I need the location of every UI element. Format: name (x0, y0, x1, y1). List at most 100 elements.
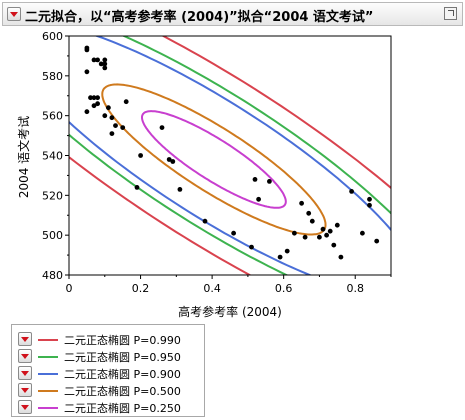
data-point[interactable] (374, 238, 380, 244)
x-tick-label: 0.8 (346, 282, 364, 295)
y-tick-label: 560 (42, 110, 63, 123)
legend-disclosure-icon[interactable] (18, 400, 32, 414)
legend-swatch (38, 390, 58, 392)
data-point[interactable] (88, 95, 93, 101)
data-point[interactable] (134, 185, 140, 190)
legend-item-p500[interactable]: 二元正态椭圆 P=0.500 (18, 382, 204, 398)
data-point[interactable] (109, 131, 115, 136)
data-point[interactable] (95, 95, 100, 101)
x-tick-label: 0.4 (203, 282, 221, 295)
data-point[interactable] (334, 222, 340, 228)
legend-swatch (38, 356, 58, 358)
data-point[interactable] (252, 177, 258, 182)
data-point[interactable] (84, 69, 90, 75)
data-point[interactable] (102, 113, 108, 119)
data-point[interactable] (159, 125, 165, 130)
density-ellipse-950 (69, 36, 391, 275)
data-point[interactable] (320, 226, 326, 232)
data-point[interactable] (102, 57, 108, 63)
data-point[interactable] (331, 242, 337, 248)
data-point[interactable] (91, 57, 97, 63)
density-ellipse-500 (101, 83, 327, 236)
legend-swatch (38, 339, 58, 341)
data-point[interactable] (360, 230, 365, 236)
report-title: 二元拟合，以“高考参考率 (2004)”拟合“2004 语文考试” (25, 10, 374, 25)
legend-disclosure-icon[interactable] (18, 332, 32, 346)
data-point[interactable] (249, 244, 254, 250)
x-axis-label: 高考参考率 (2004) (178, 304, 282, 319)
y-tick-label: 500 (42, 229, 63, 242)
data-point[interactable] (306, 210, 312, 216)
data-point[interactable] (256, 196, 261, 202)
data-point[interactable] (106, 105, 111, 111)
density-ellipse-900 (69, 36, 391, 275)
data-point[interactable] (292, 230, 297, 236)
data-point[interactable] (102, 61, 108, 67)
data-point[interactable] (338, 254, 344, 260)
data-point[interactable] (98, 61, 104, 67)
popout-icon[interactable] (444, 7, 457, 20)
data-point[interactable] (102, 65, 108, 71)
data-point[interactable] (120, 125, 126, 130)
data-point[interactable] (84, 47, 90, 53)
data-point[interactable] (91, 95, 97, 101)
data-point[interactable] (284, 248, 290, 254)
data-point[interactable] (177, 187, 183, 192)
legend-label: 二元正态椭圆 P=0.990 (64, 334, 181, 347)
data-point[interactable] (166, 157, 172, 162)
data-point[interactable] (123, 99, 129, 105)
data-point[interactable] (91, 103, 97, 109)
data-point[interactable] (324, 232, 329, 238)
legend-label: 二元正态椭圆 P=0.900 (64, 368, 181, 381)
data-point[interactable] (349, 189, 354, 194)
ellipse-layer (69, 36, 391, 275)
data-point[interactable] (267, 179, 272, 184)
data-point[interactable] (299, 200, 304, 206)
y-tick-label: 480 (42, 269, 63, 282)
y-axis-label: 2004 语文考试 (16, 116, 31, 198)
legend-item-p900[interactable]: 二元正态椭圆 P=0.900 (18, 365, 204, 381)
legend-label: 二元正态椭圆 P=0.950 (64, 351, 181, 364)
data-point[interactable] (109, 115, 115, 121)
legend-item-p990[interactable]: 二元正态椭圆 P=0.990 (18, 331, 204, 347)
data-point[interactable] (327, 228, 333, 234)
data-point[interactable] (367, 196, 372, 202)
y-tick-label: 520 (42, 189, 63, 202)
legend-disclosure-icon[interactable] (18, 366, 32, 380)
legend-swatch (38, 407, 58, 409)
plot-area (69, 36, 391, 275)
legend-disclosure-icon[interactable] (18, 383, 32, 397)
legend: 二元正态椭圆 P=0.990 二元正态椭圆 P=0.950 二元正态椭圆 P=0… (11, 324, 205, 417)
density-ellipse-990 (69, 36, 391, 275)
legend-label: 二元正态椭圆 P=0.250 (64, 402, 181, 415)
legend-label: 二元正态椭圆 P=0.500 (64, 385, 181, 398)
data-point[interactable] (202, 218, 208, 224)
report-title-bar: 二元拟合，以“高考参考率 (2004)”拟合“2004 语文考试” (2, 2, 463, 26)
x-axis: 0 0.2 0.4 0.6 0.8 (66, 275, 392, 295)
data-point[interactable] (309, 218, 315, 224)
data-point[interactable] (231, 230, 237, 236)
x-tick-label: 0 (66, 282, 73, 295)
data-point[interactable] (277, 254, 283, 260)
y-tick-label: 540 (42, 150, 63, 163)
point-layer (84, 45, 380, 260)
data-point[interactable] (170, 159, 176, 164)
legend-swatch (38, 373, 58, 375)
legend-item-p250[interactable]: 二元正态椭圆 P=0.250 (18, 399, 204, 415)
data-point[interactable] (367, 202, 372, 208)
data-point[interactable] (95, 101, 100, 107)
y-tick-label: 580 (42, 70, 63, 83)
data-point[interactable] (138, 153, 144, 158)
density-ellipse-250 (141, 110, 287, 209)
legend-disclosure-icon[interactable] (18, 349, 32, 363)
bivariate-plot[interactable]: 0 0.2 0.4 0.6 0.8 480 500 520 540 560 580 600 高考参考… (0, 26, 465, 324)
data-point[interactable] (84, 109, 90, 115)
y-tick-label: 600 (42, 30, 63, 43)
legend-item-p950[interactable]: 二元正态椭圆 P=0.950 (18, 348, 204, 364)
data-point[interactable] (95, 57, 100, 63)
data-point[interactable] (113, 123, 118, 128)
title-disclosure-icon[interactable] (7, 7, 21, 21)
data-point[interactable] (317, 234, 322, 240)
data-point[interactable] (302, 234, 308, 240)
y-axis: 480 500 520 540 560 580 600 (42, 30, 69, 282)
